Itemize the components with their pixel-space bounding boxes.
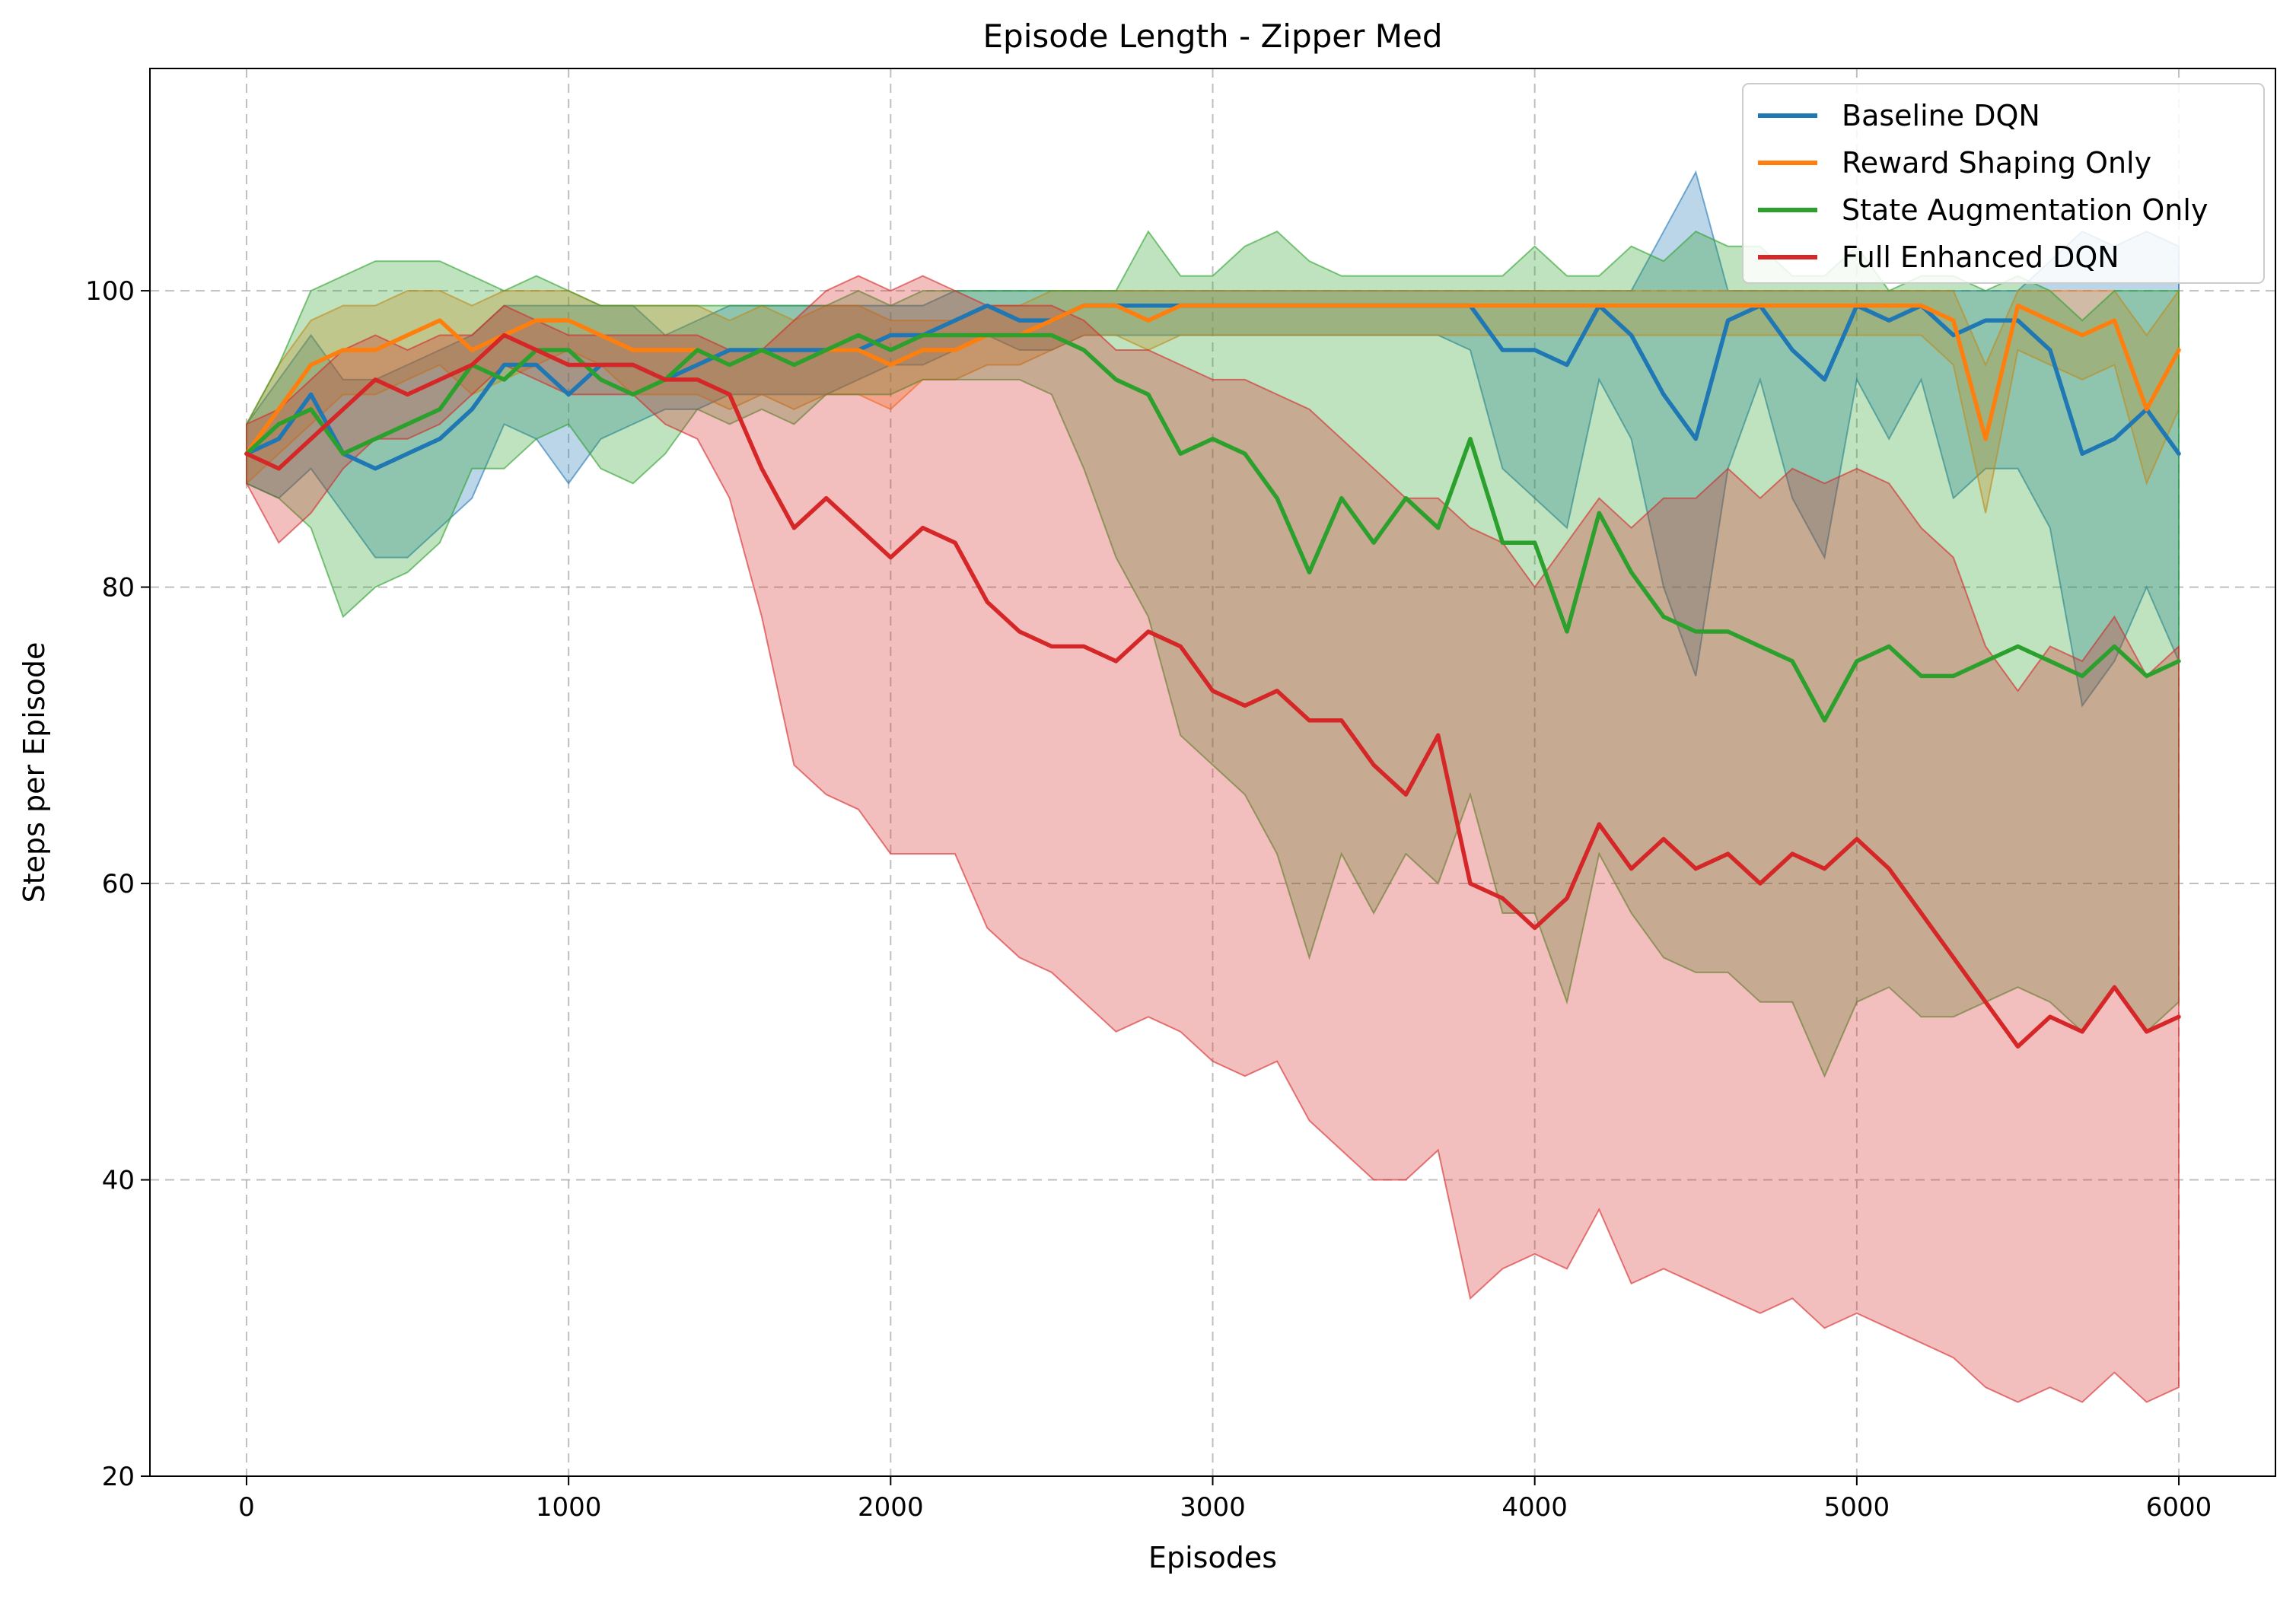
x-tick-label: 4000 (1501, 1492, 1568, 1523)
line-series-4 (244, 333, 2181, 1049)
y-tick-label: 40 (102, 1166, 135, 1196)
band-series-4 (246, 275, 2180, 1403)
legend: Baseline DQN Reward Shaping Only State Aug… (1742, 83, 2265, 284)
legend-label-2: Reward Shaping Only (1842, 146, 2151, 180)
line-series-2 (244, 303, 2181, 457)
x-tick-label: 6000 (2146, 1492, 2212, 1523)
x-axis-label: Episodes (1148, 1541, 1277, 1574)
x-tick-label: 2000 (858, 1492, 924, 1523)
y-axis-label: Steps per Episode (18, 642, 51, 903)
legend-box (1742, 83, 2265, 284)
series-lines (244, 303, 2181, 1049)
axis-ticks: 0 1000 2000 3000 4000 5000 6000 20 40 60 80 100 (85, 276, 2212, 1523)
x-tick-label: 0 (238, 1492, 255, 1523)
legend-label-3: State Augmentation Only (1842, 193, 2208, 227)
y-tick-label: 80 (102, 573, 135, 603)
legend-label-4: Full Enhanced DQN (1842, 240, 2119, 274)
legend-label-1: Baseline DQN (1842, 99, 2040, 132)
x-tick-label: 3000 (1180, 1492, 1246, 1523)
chart-title: Episode Length - Zipper Med (983, 18, 1443, 55)
y-tick-label: 60 (102, 869, 135, 899)
y-tick-label: 100 (85, 276, 135, 307)
x-tick-label: 1000 (536, 1492, 602, 1523)
x-tick-label: 5000 (1824, 1492, 1890, 1523)
line-series-3 (244, 333, 2181, 723)
y-tick-label: 20 (102, 1462, 135, 1492)
